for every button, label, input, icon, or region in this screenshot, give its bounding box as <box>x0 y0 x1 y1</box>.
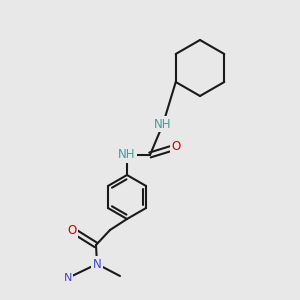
Text: NH: NH <box>154 118 172 130</box>
Text: O: O <box>68 224 76 236</box>
Text: O: O <box>171 140 181 154</box>
Text: N: N <box>64 273 72 283</box>
Text: N: N <box>93 257 101 271</box>
Text: NH: NH <box>118 148 136 161</box>
